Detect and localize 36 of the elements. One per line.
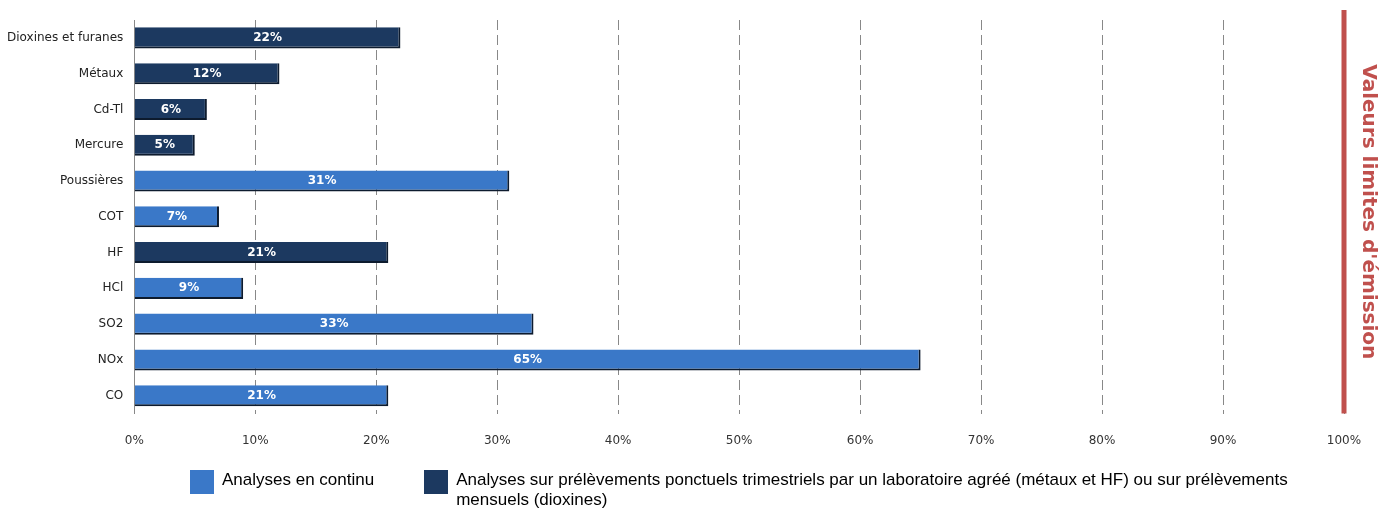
data-label: 33%	[319, 316, 349, 331]
data-label: 22%	[253, 30, 282, 45]
x-tick-label: 0%	[124, 432, 144, 447]
x-tick-label: 50%	[725, 432, 753, 447]
data-label: 21%	[247, 387, 276, 402]
y-tick-label: SO2	[98, 316, 124, 331]
x-tick-label: 10%	[241, 432, 269, 447]
y-tick-label: COT	[98, 208, 124, 223]
x-tick-label: 70%	[967, 432, 995, 447]
data-label: 65%	[513, 352, 543, 367]
x-tick-label: 80%	[1088, 432, 1116, 447]
x-tick-label: 30%	[483, 432, 511, 447]
y-tick-label: Métaux	[78, 65, 124, 80]
y-tick-label: NOx	[97, 352, 124, 367]
legend-label: Analyses en continu	[222, 470, 375, 490]
data-label: 9%	[178, 280, 200, 295]
y-tick-label: HF	[107, 244, 124, 259]
data-label: 21%	[247, 244, 276, 259]
ref-line-label: Valeurs limites d'émission	[1357, 64, 1382, 360]
legend-label: Analyses sur prélèvements ponctuels trimestriels par un laboratoire agréé (métaux et HF) ou sur prélèvements mensuels (dioxines)	[456, 470, 1289, 510]
y-tick-label: CO	[105, 387, 124, 402]
y-tick-label: Poussières	[60, 173, 124, 188]
data-label: 6%	[160, 101, 182, 116]
x-tick-label: 20%	[362, 432, 390, 447]
y-tick-label: Mercure	[74, 137, 124, 152]
y-tick-label: HCl	[102, 280, 124, 295]
data-label: 12%	[192, 65, 222, 80]
x-tick-label: 90%	[1209, 432, 1237, 447]
x-tick-label: 40%	[604, 432, 632, 447]
y-tick-label: Cd-Tl	[93, 101, 124, 116]
data-label: 31%	[307, 173, 337, 188]
y-tick-label: Dioxines et furanes	[7, 30, 124, 45]
data-label: 7%	[166, 208, 188, 223]
x-tick-label: 60%	[846, 432, 874, 447]
data-label: 5%	[154, 137, 175, 152]
x-tick-label: 100%	[1326, 432, 1362, 447]
